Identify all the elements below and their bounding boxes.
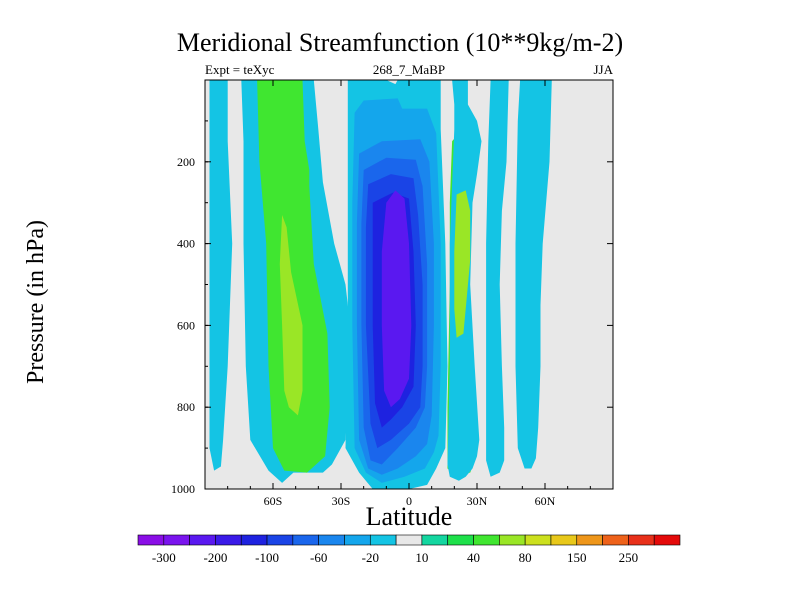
colorbar-swatch <box>369 534 397 546</box>
colorbar-label: -60 <box>310 550 327 565</box>
colorbar-swatch <box>653 534 681 546</box>
colorbar-label: 80 <box>519 550 532 565</box>
contour-cyan-north-band <box>486 80 509 477</box>
contour-purple-core <box>381 190 412 408</box>
colorbar-label: -100 <box>255 550 279 565</box>
y-tick-label: 400 <box>177 237 195 251</box>
colorbar-swatch <box>602 534 629 546</box>
colorbar-swatch <box>137 534 165 546</box>
y-axis-label: Pressure (in hPa) <box>23 220 49 384</box>
contour-fill-group <box>209 80 552 489</box>
contour-cyan-far-north <box>515 80 552 469</box>
colorbar-swatch <box>576 534 603 546</box>
colorbar-swatch <box>550 534 578 546</box>
x-tick-label: 0 <box>406 494 412 508</box>
x-tick-label: 60S <box>264 494 283 508</box>
y-tick-label: 200 <box>177 155 195 169</box>
colorbar-swatch <box>395 534 423 546</box>
colorbar-label: 10 <box>415 550 428 565</box>
contour-green-south <box>257 80 330 473</box>
contour-yellowgreen-south <box>279 215 303 416</box>
colorbar-swatch <box>318 534 345 546</box>
y-tick-label: 1000 <box>171 482 195 496</box>
contour-cyan-band-far-south <box>209 80 233 471</box>
colorbar-swatch <box>215 534 242 546</box>
colorbar-swatch <box>473 534 500 546</box>
colorbar-swatch <box>266 534 294 546</box>
colorbar-swatch <box>421 534 449 546</box>
colorbar-swatch <box>240 534 268 546</box>
x-tick-label: 30S <box>332 494 351 508</box>
chart-title: Meridional Streamfunction (10**9kg/m-2) <box>176 28 624 57</box>
colorbar-swatch <box>628 534 655 546</box>
colorbar-swatch <box>447 534 474 546</box>
contour-yellowgreen-north <box>454 190 471 338</box>
colorbar-swatch <box>499 534 526 546</box>
colorbar-label: -300 <box>152 550 176 565</box>
colorbar-swatch <box>163 534 190 546</box>
experiment-label: Expt = teXyc <box>205 62 275 77</box>
colorbar-swatch <box>344 534 371 546</box>
period-label: 268_7_MaBP <box>372 62 446 77</box>
colorbar-swatch <box>292 534 319 546</box>
season-label: JJA <box>593 62 613 77</box>
y-tick-label: 600 <box>177 318 195 332</box>
colorbar-swatch <box>524 534 552 546</box>
y-tick-label: 800 <box>177 400 195 414</box>
colorbar-label: -200 <box>204 550 228 565</box>
colorbar-label: 250 <box>619 550 639 565</box>
x-tick-label: 60N <box>535 494 556 508</box>
colorbar-label: 40 <box>467 550 480 565</box>
colorbar-label: -20 <box>362 550 379 565</box>
colorbar-swatch <box>189 534 216 546</box>
x-axis-label: Latitude <box>365 502 453 531</box>
colorbar-label: 150 <box>567 550 587 565</box>
x-tick-label: 30N <box>467 494 488 508</box>
